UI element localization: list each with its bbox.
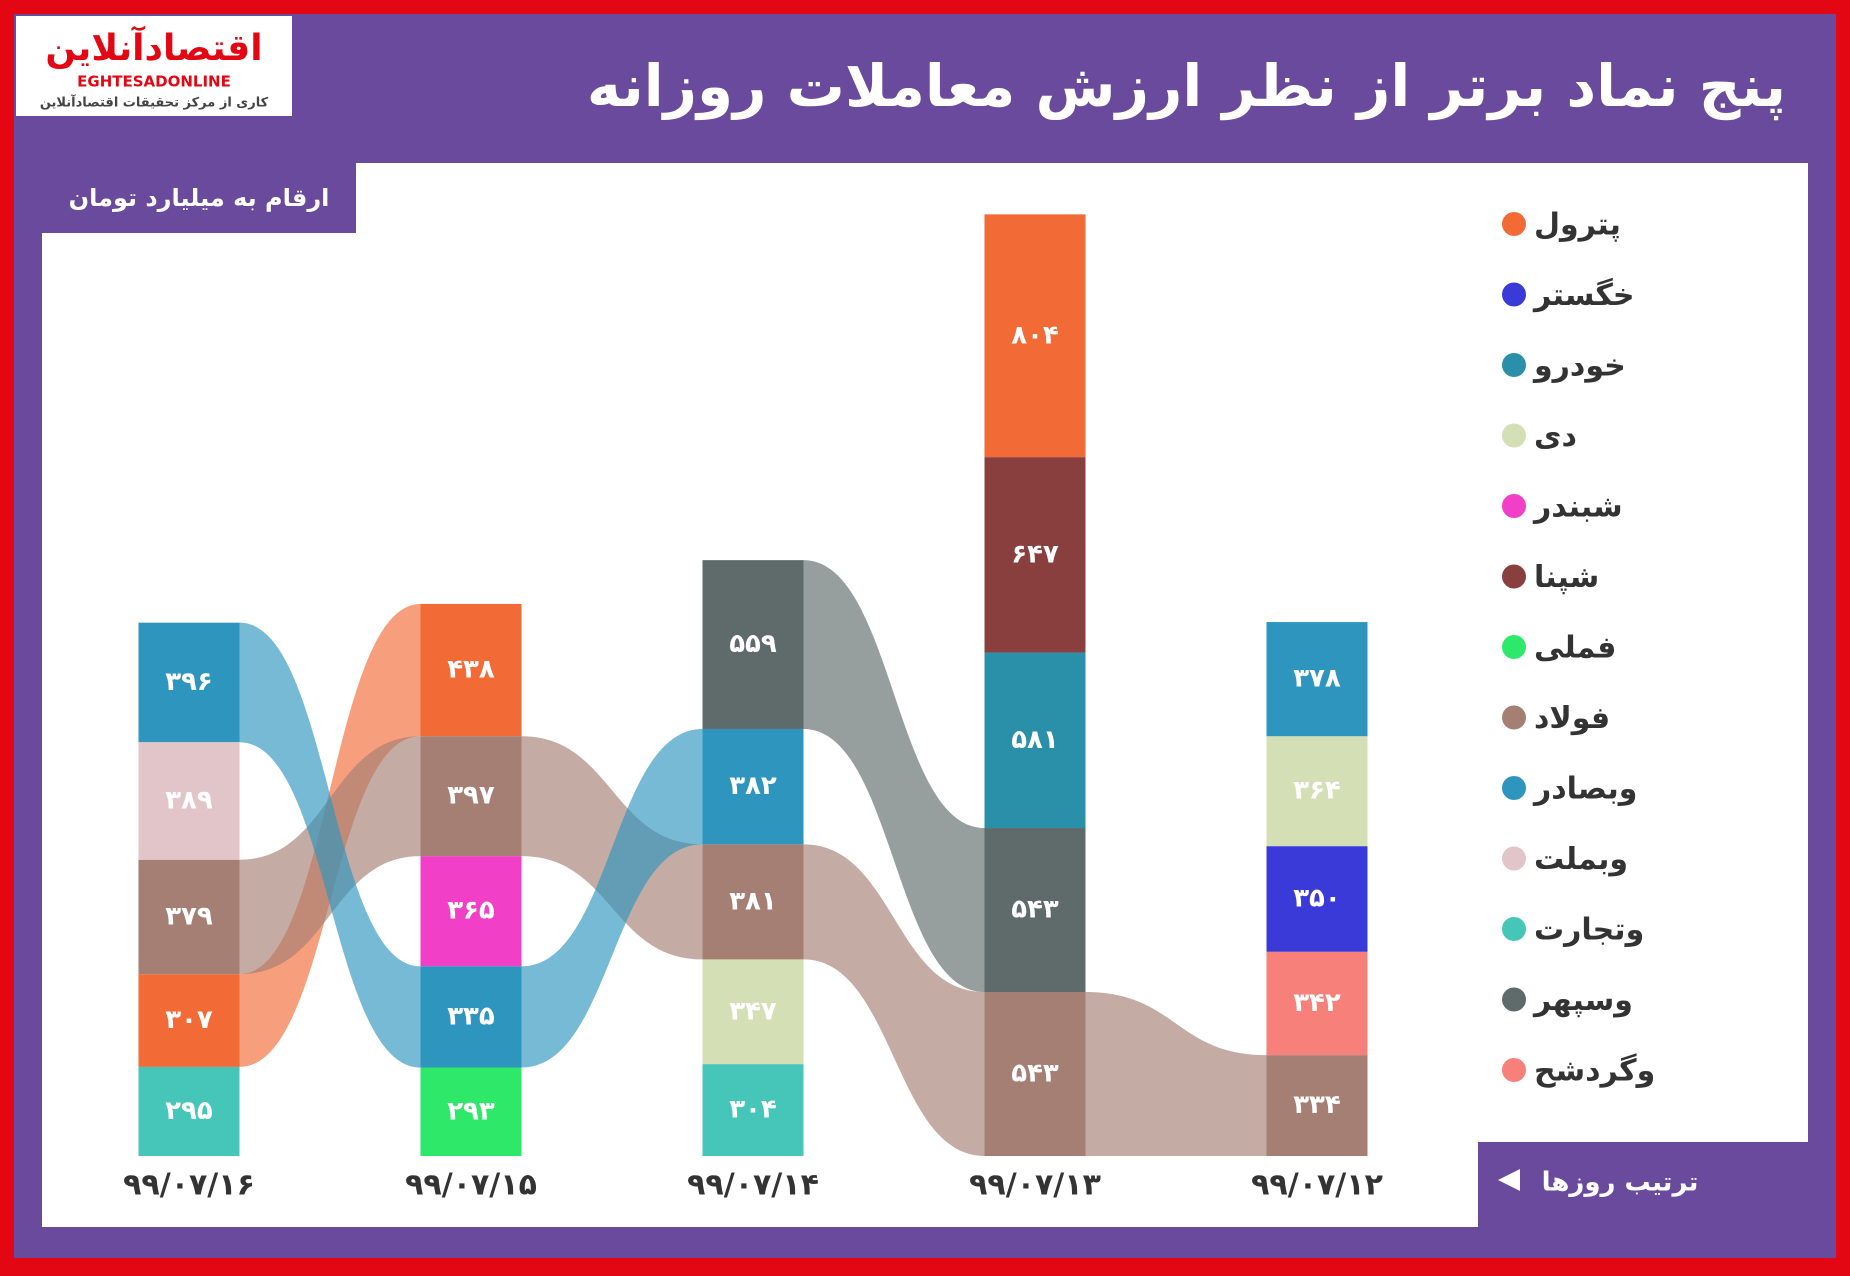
bar-segment — [702, 959, 804, 1065]
arrow-icon — [1498, 1169, 1520, 1191]
bar-segment — [138, 974, 240, 1067]
value-label: ۵۴۳ — [1011, 895, 1059, 925]
value-label: ۳۷۹ — [165, 901, 213, 931]
legend-label: خودرو — [1532, 349, 1626, 384]
value-label: ۴۳۸ — [447, 655, 495, 685]
bar-segment — [138, 742, 240, 860]
value-label: ۳۸۱ — [729, 886, 777, 916]
legend-marker — [1502, 987, 1526, 1012]
value-label: ۳۶۵ — [447, 896, 495, 926]
bar-segment — [984, 457, 1086, 653]
flow — [239, 622, 421, 1068]
bar-segment — [1266, 951, 1368, 1056]
bar-segment — [984, 652, 1086, 829]
annotation: ترتیب روزها — [1542, 1168, 1699, 1198]
bar-segment — [984, 214, 1086, 458]
subtitle-tab — [42, 163, 356, 233]
legend-label: وبملت — [1534, 842, 1628, 877]
flow — [1085, 992, 1267, 1156]
bar-segment — [702, 560, 804, 729]
bar-segment — [420, 856, 522, 967]
legend-label: شپنا — [1534, 560, 1599, 595]
value-label: ۳۹۷ — [447, 781, 495, 811]
value-label: ۵۵۹ — [729, 629, 777, 659]
value-label: ۲۹۵ — [165, 1096, 213, 1126]
bar-segment — [138, 1066, 240, 1156]
value-label: ۵۸۱ — [1011, 725, 1059, 755]
logo-latin: EGHTESADONLINE — [77, 73, 231, 91]
legend-marker — [1502, 1058, 1526, 1082]
x-tick-label: ۹۹/۰۷/۱۶ — [123, 1168, 255, 1203]
value-label: ۳۵۰ — [1293, 883, 1341, 913]
legend-marker — [1502, 705, 1526, 730]
legend-marker — [1502, 776, 1526, 800]
value-label: ۳۹۶ — [165, 667, 213, 697]
value-label: ۳۰۴ — [729, 1095, 777, 1125]
legend-marker — [1502, 212, 1526, 236]
value-label: ۳۸۲ — [729, 771, 777, 801]
logo-tagline: کاری از مرکز تحقیقات اقتصادآنلاین — [40, 94, 269, 111]
flow — [521, 728, 703, 1068]
legend-label: دی — [1534, 419, 1577, 454]
legend-marker — [1502, 423, 1526, 448]
bar-segment — [1266, 622, 1368, 737]
bar-segment — [1266, 1055, 1368, 1156]
value-label: ۵۴۳ — [1011, 1059, 1059, 1089]
logo-name: اقتصادآنلاین — [45, 25, 262, 69]
bar-segment — [984, 992, 1086, 1156]
value-label: ۲۹۳ — [447, 1096, 495, 1126]
value-label: ۳۰۷ — [165, 1005, 213, 1035]
bar-segment — [702, 1064, 804, 1156]
legend-marker — [1502, 353, 1526, 377]
flow — [803, 844, 985, 1156]
bar-segment — [420, 603, 522, 737]
x-tick-label: ۹۹/۰۷/۱۲ — [1251, 1168, 1383, 1203]
legend-label: پترول — [1534, 208, 1621, 243]
value-label: ۳۳۵ — [447, 1001, 495, 1031]
legend-label: شبندر — [1532, 490, 1623, 525]
bar-segment — [138, 859, 240, 975]
value-label: ۳۴۷ — [729, 996, 777, 1026]
legend-label: فولاد — [1534, 701, 1610, 736]
flow — [803, 560, 985, 993]
value-label: ۶۴۷ — [1011, 539, 1059, 569]
chart-subtitle: ارقام به میلیارد تومان — [69, 184, 330, 212]
x-tick-label: ۹۹/۰۷/۱۵ — [405, 1168, 537, 1203]
value-label: ۸۰۴ — [1011, 320, 1059, 350]
legend-label: فملی — [1534, 631, 1616, 666]
bar-segment — [138, 622, 240, 743]
x-tick-label: ۹۹/۰۷/۱۴ — [687, 1168, 819, 1203]
logo-box — [16, 16, 292, 116]
bar-segment — [420, 736, 522, 857]
legend-marker — [1502, 564, 1526, 589]
legend-label: وتجارت — [1534, 913, 1644, 948]
legend-label: وسپهر — [1532, 983, 1633, 1018]
value-label: ۳۷۸ — [1293, 664, 1341, 694]
legend-marker — [1502, 282, 1526, 307]
x-tick-label: ۹۹/۰۷/۱۳ — [969, 1168, 1101, 1203]
annotation-tab — [1478, 1142, 1808, 1227]
legend-label: وگردشح — [1534, 1053, 1655, 1089]
bar-segment — [420, 966, 522, 1068]
value-label: ۳۴۲ — [1293, 988, 1341, 1018]
bar-segment — [984, 828, 1086, 993]
value-label: ۳۶۴ — [1293, 776, 1341, 806]
bar-segment — [702, 844, 804, 960]
legend-label: وبصادر — [1532, 772, 1637, 807]
legend-marker — [1502, 635, 1526, 659]
legend-marker — [1502, 494, 1526, 518]
chart-title: پنج نماد برتر از نظر ارزش معاملات روزانه — [587, 52, 1786, 121]
bar-segment — [702, 728, 804, 845]
legend-marker — [1502, 917, 1526, 941]
legend-label: خگستر — [1532, 277, 1635, 313]
bar-segment — [420, 1067, 522, 1156]
value-label: ۳۸۹ — [165, 785, 213, 815]
bar-segment — [1266, 736, 1368, 847]
bar-segment — [1266, 846, 1368, 952]
legend-marker — [1502, 846, 1526, 871]
value-label: ۳۳۴ — [1293, 1090, 1341, 1120]
